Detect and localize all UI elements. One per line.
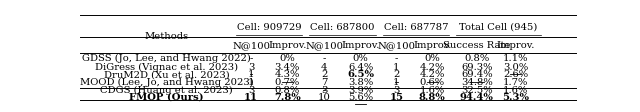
Text: Success Rate: Success Rate xyxy=(443,40,511,49)
Text: 0.7%: 0.7% xyxy=(275,78,300,86)
Text: 0.8%: 0.8% xyxy=(464,54,490,63)
Text: 3.0%: 3.0% xyxy=(503,62,528,71)
Text: FMOP (Ours): FMOP (Ours) xyxy=(129,92,204,101)
Text: 1.6%: 1.6% xyxy=(420,85,445,94)
Text: 69.4%: 69.4% xyxy=(461,70,493,79)
Text: 7.8%: 7.8% xyxy=(274,92,301,101)
Text: 1: 1 xyxy=(248,70,254,79)
Text: DruM2D (Xu et al. 2023): DruM2D (Xu et al. 2023) xyxy=(104,70,230,79)
Text: 3.4%: 3.4% xyxy=(275,62,300,71)
Text: 7: 7 xyxy=(321,78,327,86)
Text: 0%: 0% xyxy=(353,54,369,63)
Text: Cell: 909729: Cell: 909729 xyxy=(237,22,301,31)
Text: 4.2%: 4.2% xyxy=(419,70,445,79)
Text: N@100: N@100 xyxy=(378,40,415,49)
Text: MOOD (Lee, Jo, and Hwang 2023): MOOD (Lee, Jo, and Hwang 2023) xyxy=(80,78,253,87)
Text: 11: 11 xyxy=(244,92,258,101)
Text: 34.8%: 34.8% xyxy=(461,78,493,86)
Text: 8.8%: 8.8% xyxy=(419,92,445,101)
Text: 1: 1 xyxy=(248,78,254,86)
Text: 4: 4 xyxy=(321,62,327,71)
Text: -: - xyxy=(250,54,253,63)
Text: 2.6%: 2.6% xyxy=(503,70,528,79)
Text: 0%: 0% xyxy=(424,54,440,63)
Text: -: - xyxy=(395,54,398,63)
Text: 6.5%: 6.5% xyxy=(348,70,374,79)
Text: Improv.: Improv. xyxy=(342,40,380,49)
Text: 3: 3 xyxy=(248,62,254,71)
Text: 1: 1 xyxy=(393,78,400,86)
Text: 0.6%: 0.6% xyxy=(420,78,445,86)
Text: 0.8%: 0.8% xyxy=(275,85,300,94)
Text: 1.7%: 1.7% xyxy=(503,78,528,86)
Text: N@100: N@100 xyxy=(305,40,343,49)
Text: 1.6%: 1.6% xyxy=(503,85,528,94)
Text: 4.3%: 4.3% xyxy=(275,70,300,79)
Text: Improv.: Improv. xyxy=(496,40,534,49)
Text: 3.8%: 3.8% xyxy=(348,78,373,86)
Text: -: - xyxy=(323,54,326,63)
Text: 3: 3 xyxy=(248,85,254,94)
Text: 3: 3 xyxy=(321,85,327,94)
Text: 6.4%: 6.4% xyxy=(348,62,373,71)
Text: 5.6%: 5.6% xyxy=(348,92,373,101)
Text: N@100: N@100 xyxy=(232,40,270,49)
Text: 32.5%: 32.5% xyxy=(461,85,493,94)
Text: Cell: 687800: Cell: 687800 xyxy=(310,22,374,31)
Text: 2: 2 xyxy=(321,70,327,79)
Text: 2: 2 xyxy=(393,70,399,79)
Text: 3: 3 xyxy=(393,85,399,94)
Text: 3.9%: 3.9% xyxy=(348,85,373,94)
Text: 10: 10 xyxy=(317,92,330,101)
Text: 0%: 0% xyxy=(280,54,295,63)
Text: 94.4%: 94.4% xyxy=(460,92,493,101)
Text: Total Cell (945): Total Cell (945) xyxy=(460,22,538,31)
Text: 1: 1 xyxy=(393,62,400,71)
Text: 4.2%: 4.2% xyxy=(419,62,445,71)
Text: 15: 15 xyxy=(390,92,403,101)
Text: DiGress (Vignac et al. 2023): DiGress (Vignac et al. 2023) xyxy=(95,62,238,71)
Text: CDGS (Huang et al. 2023): CDGS (Huang et al. 2023) xyxy=(100,85,233,94)
Text: Cell: 687787: Cell: 687787 xyxy=(383,22,448,31)
Text: 1.1%: 1.1% xyxy=(503,54,528,63)
Text: Improv.: Improv. xyxy=(268,40,307,49)
Text: 69.3%: 69.3% xyxy=(461,62,493,71)
Text: Improv.: Improv. xyxy=(413,40,451,49)
Text: GDSS (Jo, Lee, and Hwang 2022): GDSS (Jo, Lee, and Hwang 2022) xyxy=(83,54,252,63)
Text: 5.3%: 5.3% xyxy=(502,92,529,101)
Text: Methods: Methods xyxy=(145,31,189,40)
